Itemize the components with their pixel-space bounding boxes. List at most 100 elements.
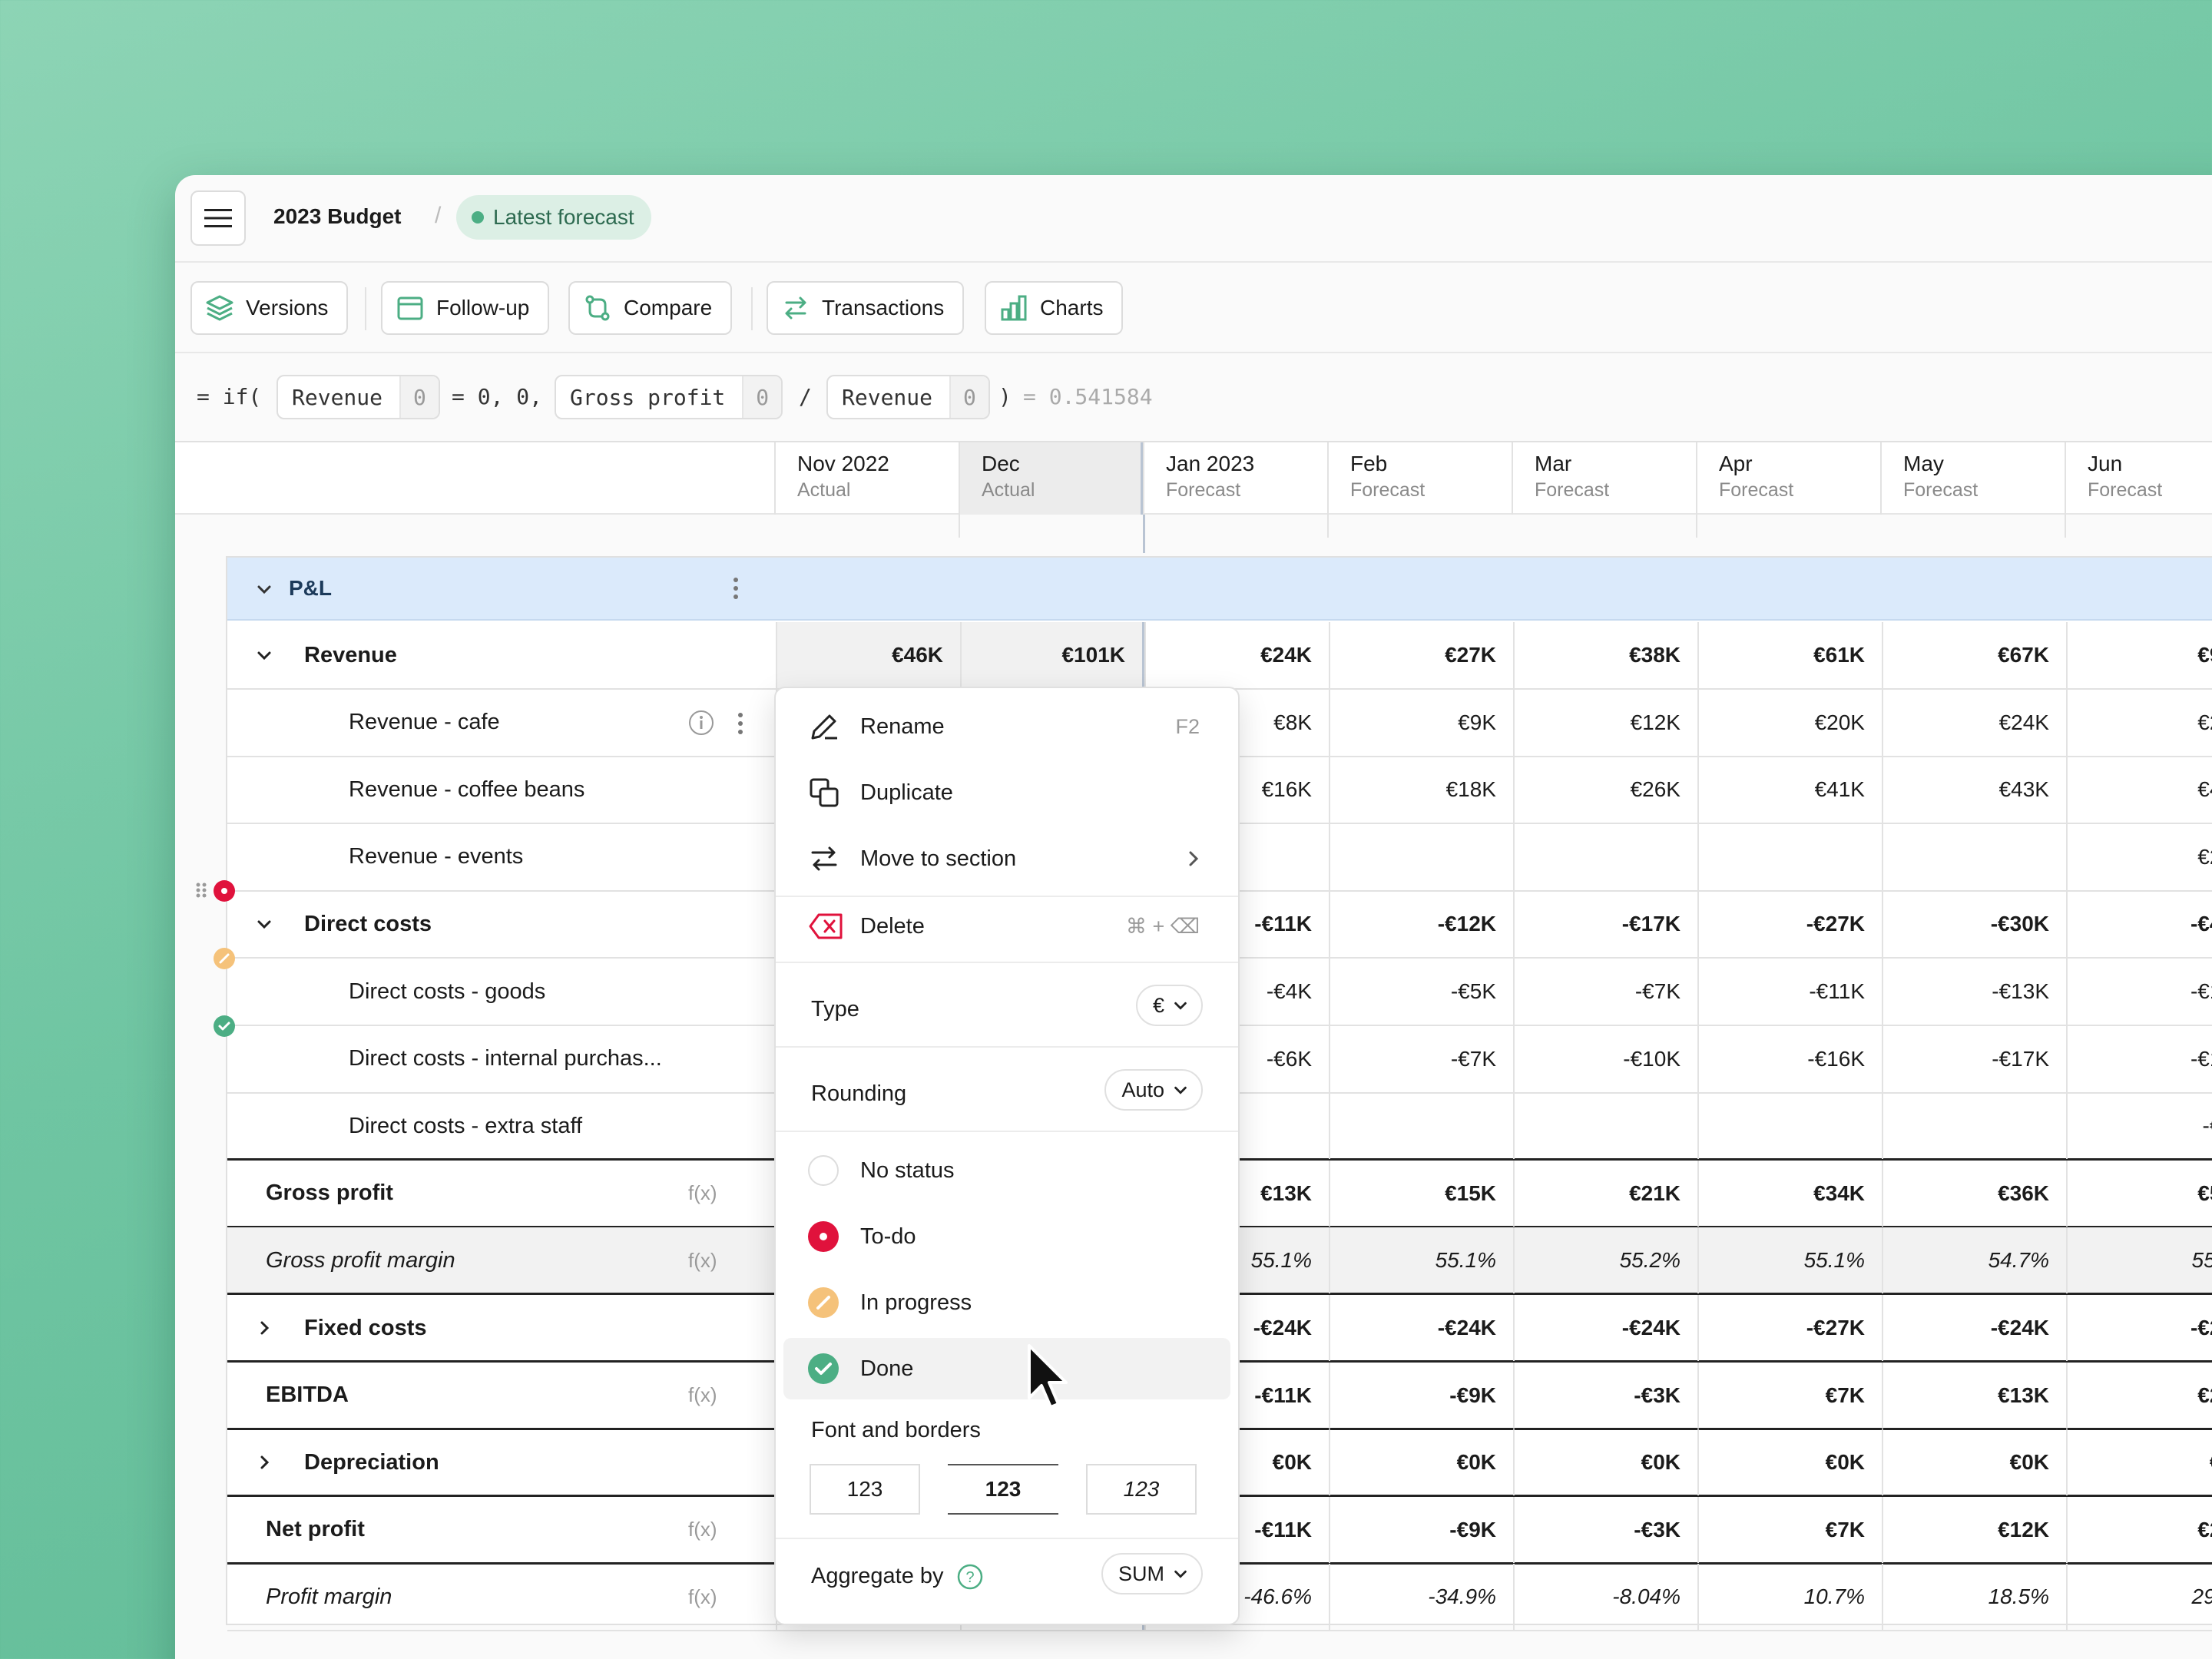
table-cell[interactable]: -€18 [2066, 1025, 2212, 1092]
chevron-down-icon[interactable] [255, 580, 273, 598]
table-cell[interactable]: €12K [1882, 1496, 2066, 1563]
table-cell[interactable]: -€3K [1513, 1496, 1697, 1563]
table-cell[interactable]: €24K [1144, 622, 1329, 688]
formula-bar[interactable]: = if( Revenue 0 = 0, 0, Gross profit 0 / R… [175, 353, 2212, 442]
chevron-right-icon[interactable] [255, 1453, 273, 1472]
table-cell[interactable]: 10.7% [1697, 1564, 1882, 1631]
column-header[interactable]: Dec Actual [959, 442, 1143, 515]
chevron-down-icon[interactable] [255, 646, 273, 664]
status-option-todo[interactable]: To-do [783, 1206, 1230, 1267]
table-cell[interactable]: -€11K [1144, 891, 1329, 958]
table-cell[interactable]: €101K [960, 622, 1144, 688]
table-cell[interactable]: -€24K [1329, 1295, 1513, 1361]
table-cell[interactable]: -€16K [1697, 1025, 1882, 1092]
table-cell[interactable]: €7K [1697, 1362, 1882, 1429]
table-cell[interactable]: €9K [1329, 689, 1513, 756]
status-todo-icon[interactable] [214, 880, 235, 902]
transactions-button[interactable]: Transactions [767, 281, 965, 335]
table-row[interactable]: Revenue - cafe€8K€9K€12K€20K€24K€25 [227, 689, 2212, 757]
table-cell[interactable]: €46 [2066, 757, 2212, 823]
table-cell[interactable]: €61K [1697, 622, 1882, 688]
menu-item-duplicate[interactable]: Duplicate [783, 762, 1230, 823]
table-cell[interactable]: -€40 [2066, 891, 2212, 958]
table-cell[interactable]: €27K [1329, 622, 1513, 688]
table-cell[interactable]: 54.7% [1882, 1227, 2066, 1294]
table-cell[interactable]: €20K [1697, 689, 1882, 756]
table-cell[interactable] [1697, 1093, 1882, 1160]
version-badge[interactable]: Latest forecast [456, 195, 651, 240]
table-cell[interactable]: €46K [776, 622, 960, 688]
table-cell[interactable]: €38K [1513, 622, 1697, 688]
table-cell[interactable]: -€17K [1513, 891, 1697, 958]
table-cell[interactable]: -8.04% [1513, 1564, 1697, 1631]
table-cell[interactable]: -€27K [1697, 1295, 1882, 1361]
formula-ref-revenue-2[interactable]: Revenue 0 [826, 375, 990, 419]
table-cell[interactable]: -34.9% [1329, 1564, 1513, 1631]
table-cell[interactable]: -€3K [1513, 1362, 1697, 1429]
table-cell[interactable] [1329, 823, 1513, 890]
menu-item-delete[interactable]: Delete ⌘ + ⌫ [783, 896, 1230, 957]
table-cell[interactable]: €91 [2066, 622, 2212, 688]
charts-button[interactable]: Charts [985, 281, 1124, 335]
info-icon[interactable] [688, 710, 714, 740]
table-cell[interactable] [1329, 1093, 1513, 1160]
table-cell[interactable]: -€9K [1329, 1362, 1513, 1429]
table-cell[interactable]: €41K [1697, 757, 1882, 823]
table-cell[interactable]: €26K [1513, 757, 1697, 823]
column-header[interactable]: Mar Forecast [1512, 442, 1696, 515]
chevron-down-icon[interactable] [255, 915, 273, 933]
table-cell[interactable]: €43K [1882, 757, 2066, 823]
table-cell[interactable]: -€6K [1144, 1025, 1329, 1092]
table-cell[interactable]: -€30K [1882, 891, 2066, 958]
table-cell[interactable]: -€11K [1697, 959, 1882, 1025]
table-cell[interactable] [1513, 823, 1697, 890]
table-cell[interactable]: €15K [1329, 1160, 1513, 1227]
table-cell[interactable]: -€24 [2066, 1295, 2212, 1361]
column-header[interactable]: Jun Forecast [2065, 442, 2212, 515]
compare-button[interactable]: Compare [568, 281, 733, 335]
type-select[interactable]: € [1135, 985, 1203, 1026]
table-cell[interactable]: 18.5% [1882, 1564, 2066, 1631]
formula-ref-revenue[interactable]: Revenue 0 [276, 375, 440, 419]
table-cell[interactable]: 29.3 [2066, 1564, 2212, 1631]
help-icon[interactable]: ? [957, 1564, 983, 1590]
table-cell[interactable]: €12K [1513, 689, 1697, 756]
table-cell[interactable]: -€10K [1513, 1025, 1697, 1092]
table-cell[interactable]: -€17K [1882, 1025, 2066, 1092]
table-cell[interactable]: 55.2% [1513, 1227, 1697, 1294]
table-cell[interactable]: €0K [1329, 1429, 1513, 1496]
table-cell[interactable]: -€14 [2066, 959, 2212, 1025]
more-vertical-icon[interactable] [731, 576, 740, 601]
table-cell[interactable]: €25 [2066, 689, 2212, 756]
follow-up-button[interactable]: Follow-up [381, 281, 550, 335]
table-cell[interactable]: -€7K [1329, 1025, 1513, 1092]
table-cell[interactable]: €24K [1882, 689, 2066, 756]
table-cell[interactable]: €34K [1697, 1160, 1882, 1227]
status-done-icon[interactable] [214, 1015, 235, 1037]
document-title[interactable]: 2023 Budget [273, 204, 402, 228]
menu-item-move-to-section[interactable]: Move to section [783, 828, 1230, 889]
table-cell[interactable]: -€5K [1329, 959, 1513, 1025]
menu-item-rename[interactable]: Rename F2 [783, 696, 1230, 757]
font-bold-button[interactable]: 123 [948, 1464, 1058, 1515]
aggregate-select[interactable]: SUM [1101, 1553, 1203, 1594]
more-vertical-icon[interactable] [736, 711, 745, 740]
column-header[interactable]: May Forecast [1880, 442, 2065, 515]
drag-handle-icon[interactable] [195, 882, 207, 899]
status-option-in-progress[interactable]: In progress [783, 1272, 1230, 1333]
table-cell[interactable]: 55.1% [1329, 1227, 1513, 1294]
table-cell[interactable]: €51 [2066, 1160, 2212, 1227]
column-header[interactable]: Jan 2023 Forecast [1143, 442, 1327, 515]
status-option-done[interactable]: Done [783, 1338, 1230, 1399]
table-cell[interactable] [1697, 823, 1882, 890]
table-cell[interactable] [1882, 823, 2066, 890]
section-row[interactable]: P&L [227, 558, 2212, 621]
table-cell[interactable] [1882, 1093, 2066, 1160]
table-cell[interactable]: €0K [1697, 1429, 1882, 1496]
status-option-none[interactable]: No status [783, 1140, 1230, 1201]
table-cell[interactable]: €18K [1329, 757, 1513, 823]
table-cell[interactable]: €21K [1513, 1160, 1697, 1227]
font-italic-button[interactable]: 123 [1086, 1464, 1197, 1515]
table-cell[interactable]: -€9K [1329, 1496, 1513, 1563]
table-cell[interactable]: €27 [2066, 1362, 2212, 1429]
